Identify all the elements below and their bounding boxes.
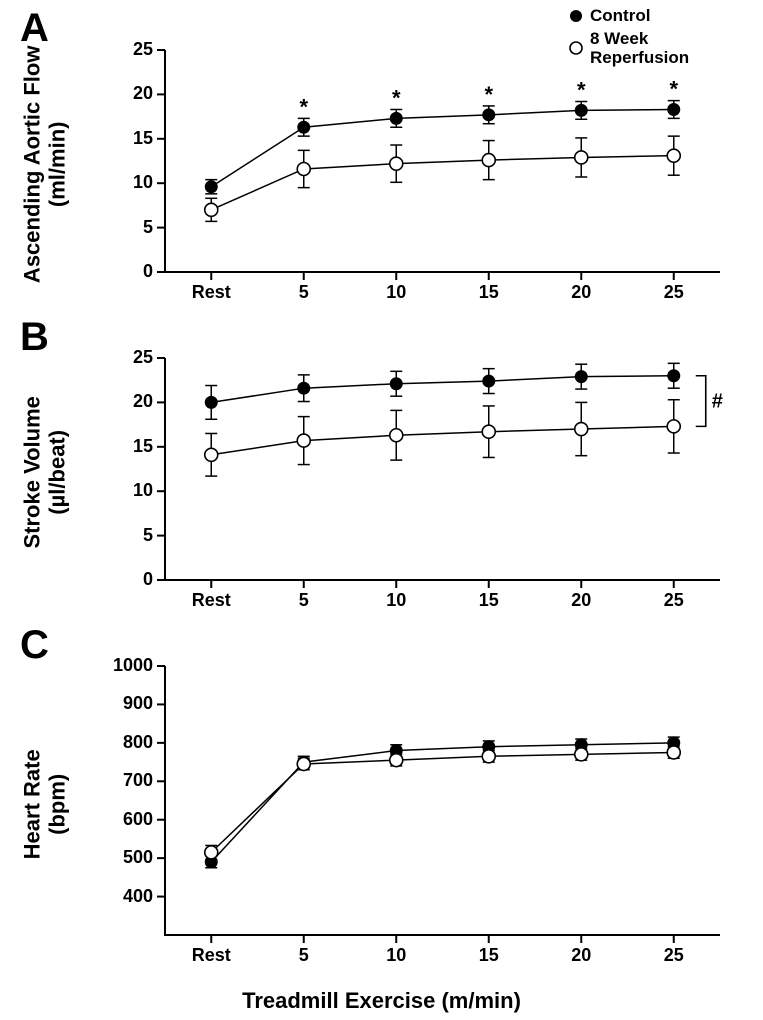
- svg-text:*: *: [392, 85, 401, 110]
- y-tick-label: 0: [143, 569, 153, 590]
- x-tick-label: 25: [644, 590, 704, 611]
- y-tick-label: 500: [123, 847, 153, 868]
- svg-text:*: *: [669, 77, 678, 102]
- x-tick-label: Rest: [181, 282, 241, 303]
- x-tick-label: 5: [274, 945, 334, 966]
- y-tick-label: 900: [123, 693, 153, 714]
- x-tick-label: 25: [644, 945, 704, 966]
- y-tick-label: 20: [133, 391, 153, 412]
- y-tick-label: 10: [133, 172, 153, 193]
- x-tick-label: 10: [366, 282, 426, 303]
- svg-text:*: *: [299, 94, 308, 119]
- svg-text:#: #: [712, 391, 723, 413]
- y-tick-label: 600: [123, 809, 153, 830]
- x-tick-label: 25: [644, 282, 704, 303]
- y-tick-label: 1000: [113, 655, 153, 676]
- y-tick-label: 5: [143, 525, 153, 546]
- y-tick-label: 700: [123, 770, 153, 791]
- x-tick-label: 15: [459, 282, 519, 303]
- y-axis-label: Heart Rate(bpm): [20, 604, 71, 1004]
- chart-panel: [165, 666, 720, 935]
- x-tick-label: 5: [274, 590, 334, 611]
- legend-label: Control: [590, 6, 650, 26]
- y-tick-label: 400: [123, 886, 153, 907]
- chart-panel: #: [165, 358, 720, 580]
- x-axis-label: Treadmill Exercise (m/min): [0, 988, 763, 1014]
- y-tick-label: 5: [143, 217, 153, 238]
- y-tick-label: 800: [123, 732, 153, 753]
- y-tick-label: 25: [133, 347, 153, 368]
- x-tick-label: 15: [459, 590, 519, 611]
- x-tick-label: 20: [551, 945, 611, 966]
- svg-text:*: *: [484, 82, 493, 107]
- x-tick-label: Rest: [181, 945, 241, 966]
- x-tick-label: 20: [551, 590, 611, 611]
- filled-circle-icon: [568, 8, 584, 24]
- y-tick-label: 15: [133, 128, 153, 149]
- y-tick-label: 10: [133, 480, 153, 501]
- svg-text:*: *: [577, 78, 586, 103]
- x-tick-label: 5: [274, 282, 334, 303]
- y-tick-label: 25: [133, 39, 153, 60]
- y-tick-label: 15: [133, 436, 153, 457]
- x-tick-label: Rest: [181, 590, 241, 611]
- x-tick-label: 10: [366, 945, 426, 966]
- legend-item: Control: [568, 6, 689, 26]
- chart-panel: * * * * *: [165, 50, 720, 272]
- x-tick-label: 10: [366, 590, 426, 611]
- y-tick-label: 0: [143, 261, 153, 282]
- y-tick-label: 20: [133, 83, 153, 104]
- x-tick-label: 15: [459, 945, 519, 966]
- x-tick-label: 20: [551, 282, 611, 303]
- figure: Control8 WeekReperfusion AAscending Aort…: [0, 0, 763, 1020]
